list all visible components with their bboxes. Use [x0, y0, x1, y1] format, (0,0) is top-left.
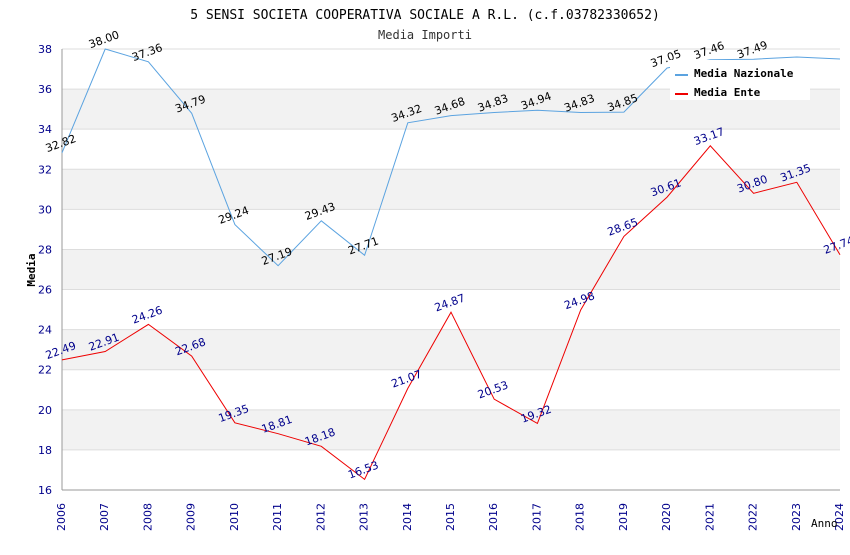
- x-tick-label: 2013: [358, 503, 371, 531]
- legend-label: Media Ente: [694, 86, 761, 99]
- axes: [61, 49, 840, 491]
- y-tick-label: 32: [38, 163, 52, 176]
- x-tick-label: 2011: [271, 503, 284, 531]
- x-tick-label: 2008: [141, 503, 154, 531]
- y-tick-label: 16: [38, 484, 52, 497]
- y-axis-label: Media: [25, 253, 38, 286]
- y-tick-label: 22: [38, 364, 52, 377]
- grid-band: [62, 129, 840, 170]
- y-tick-label: 20: [38, 404, 52, 417]
- x-tick-label: 2023: [790, 503, 803, 531]
- grid-band: [62, 369, 840, 410]
- legend-box: [670, 60, 810, 100]
- series-line: [61, 145, 841, 481]
- y-tick-label: 38: [38, 43, 52, 56]
- x-tick-label: 2015: [444, 503, 457, 531]
- grid-band: [62, 409, 840, 450]
- y-tick-label: 34: [38, 123, 52, 136]
- x-tick-label: 2006: [55, 503, 68, 531]
- grid-band: [62, 169, 840, 210]
- x-tick-label: 2018: [574, 503, 587, 531]
- grid-band: [62, 289, 840, 330]
- x-tick-label: 2010: [228, 503, 241, 531]
- grid-bands: [62, 49, 840, 490]
- data-label: 38.00: [87, 28, 121, 51]
- x-tick-label: 2007: [98, 503, 111, 531]
- grid-band: [62, 329, 840, 370]
- y-tick-label: 18: [38, 444, 52, 457]
- y-tick-label: 24: [38, 324, 52, 337]
- grid-band: [62, 249, 840, 290]
- chart-subtitle: Media Importi: [378, 28, 472, 42]
- x-tick-label: 2024: [833, 503, 846, 531]
- grid-band: [62, 449, 840, 490]
- y-tick-label: 30: [38, 203, 52, 216]
- y-tick-label: 36: [38, 83, 52, 96]
- x-tick-label: 2014: [401, 503, 414, 531]
- x-tick-label: 2017: [530, 503, 543, 531]
- x-tick-label: 2019: [617, 503, 630, 531]
- legend: Media Nazionale Media Ente: [670, 60, 810, 100]
- x-axis-label: Anno: [811, 517, 838, 530]
- x-tick-label: 2009: [185, 503, 198, 531]
- x-tick-label: 2021: [703, 503, 716, 531]
- x-tick-label: 2022: [747, 503, 760, 531]
- x-tick-label: 2020: [660, 503, 673, 531]
- x-tick-label: 2012: [314, 503, 327, 531]
- series-line: [61, 48, 841, 267]
- legend-label: Media Nazionale: [694, 67, 794, 80]
- grid-band: [62, 209, 840, 250]
- x-tick-label: 2016: [487, 503, 500, 531]
- y-tick-label: 26: [38, 284, 52, 297]
- y-tick-label: 28: [38, 243, 52, 256]
- chart-title: 5 SENSI SOCIETA COOPERATIVA SOCIALE A R.…: [190, 8, 660, 23]
- series-lines: [61, 48, 841, 481]
